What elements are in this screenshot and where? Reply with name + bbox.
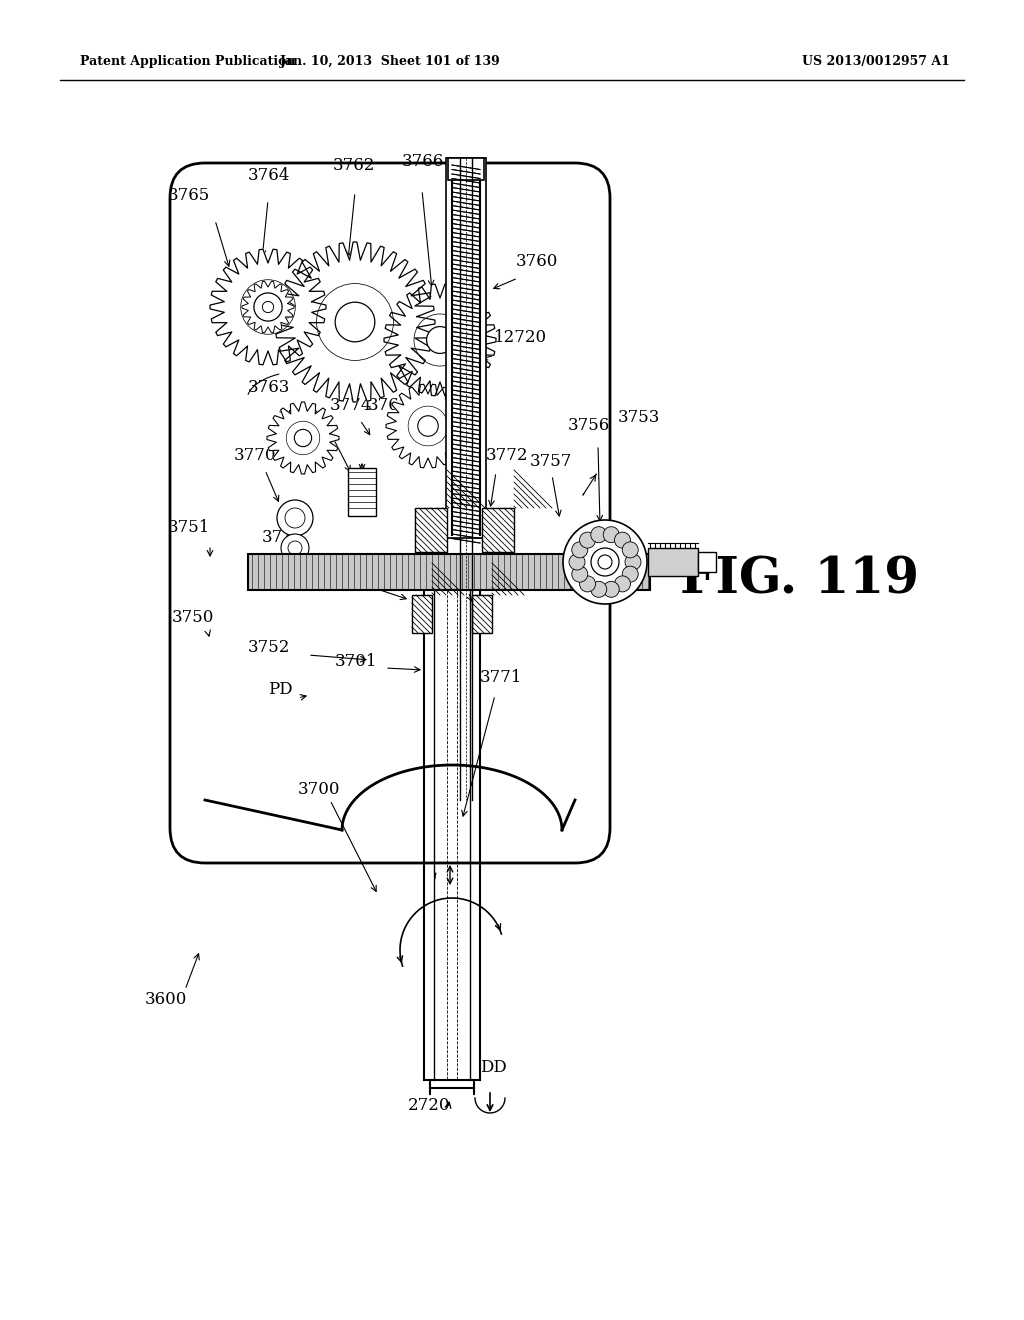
- Bar: [698, 552, 716, 572]
- Bar: [415, 508, 447, 552]
- Circle shape: [598, 554, 612, 569]
- Text: 3771: 3771: [480, 669, 522, 686]
- Circle shape: [569, 554, 585, 570]
- Bar: [446, 158, 486, 539]
- Text: 3754: 3754: [440, 572, 482, 589]
- Polygon shape: [242, 281, 294, 333]
- Circle shape: [281, 535, 309, 562]
- Circle shape: [614, 576, 631, 591]
- Text: 3757: 3757: [530, 454, 572, 470]
- Circle shape: [563, 520, 647, 605]
- Circle shape: [580, 532, 596, 548]
- Bar: [412, 595, 432, 634]
- Text: 3764: 3764: [248, 166, 291, 183]
- Text: FIG. 119: FIG. 119: [681, 556, 920, 605]
- Text: 3776: 3776: [262, 529, 304, 546]
- Text: 2720: 2720: [408, 1097, 451, 1114]
- Text: Patent Application Publication: Patent Application Publication: [80, 55, 296, 69]
- Polygon shape: [386, 384, 470, 467]
- Text: 3701: 3701: [335, 653, 378, 671]
- Text: 3770: 3770: [234, 447, 276, 465]
- Bar: [348, 469, 376, 516]
- Polygon shape: [267, 403, 339, 474]
- Text: 3778: 3778: [278, 409, 321, 426]
- Circle shape: [254, 293, 282, 321]
- Text: US 2013/0012957 A1: US 2013/0012957 A1: [802, 55, 950, 69]
- Circle shape: [591, 527, 607, 543]
- Bar: [482, 508, 514, 552]
- Text: 12720: 12720: [494, 330, 547, 346]
- Text: 3760: 3760: [516, 253, 558, 271]
- Text: 3752: 3752: [248, 639, 291, 656]
- Circle shape: [418, 416, 438, 436]
- Circle shape: [571, 566, 588, 582]
- Circle shape: [427, 326, 454, 354]
- Bar: [248, 554, 650, 590]
- Circle shape: [335, 302, 375, 342]
- Text: 3772: 3772: [486, 447, 528, 465]
- Circle shape: [294, 429, 311, 446]
- Text: 3767: 3767: [368, 396, 411, 413]
- Text: 3751: 3751: [168, 520, 210, 536]
- Polygon shape: [210, 249, 326, 364]
- Text: 3600: 3600: [145, 991, 187, 1008]
- Circle shape: [571, 541, 588, 558]
- Text: DD: DD: [480, 1060, 507, 1077]
- Text: 3753: 3753: [618, 409, 660, 426]
- Bar: [449, 158, 484, 180]
- Text: PD: PD: [268, 681, 293, 698]
- Text: 3775: 3775: [408, 389, 451, 407]
- FancyBboxPatch shape: [170, 162, 610, 863]
- Circle shape: [603, 581, 620, 597]
- Text: 3765: 3765: [168, 186, 210, 203]
- Circle shape: [603, 527, 620, 543]
- Text: 3700: 3700: [298, 781, 341, 799]
- Text: 3750: 3750: [172, 610, 214, 627]
- Text: 3755: 3755: [312, 569, 354, 586]
- Text: 3766: 3766: [402, 153, 444, 170]
- Circle shape: [278, 500, 313, 536]
- Circle shape: [614, 532, 631, 548]
- Text: 3756: 3756: [568, 417, 610, 433]
- Polygon shape: [275, 242, 435, 403]
- Bar: [472, 595, 492, 634]
- Circle shape: [623, 566, 638, 582]
- Circle shape: [591, 548, 618, 576]
- Circle shape: [580, 576, 596, 591]
- Text: Jan. 10, 2013  Sheet 101 of 139: Jan. 10, 2013 Sheet 101 of 139: [280, 55, 501, 69]
- Circle shape: [623, 541, 638, 558]
- Circle shape: [625, 554, 641, 570]
- Text: 3774: 3774: [330, 396, 373, 413]
- Circle shape: [262, 301, 273, 313]
- Text: 3763: 3763: [248, 380, 291, 396]
- Text: 3762: 3762: [333, 157, 376, 173]
- Bar: [648, 548, 698, 576]
- Circle shape: [591, 581, 607, 597]
- Polygon shape: [384, 284, 496, 396]
